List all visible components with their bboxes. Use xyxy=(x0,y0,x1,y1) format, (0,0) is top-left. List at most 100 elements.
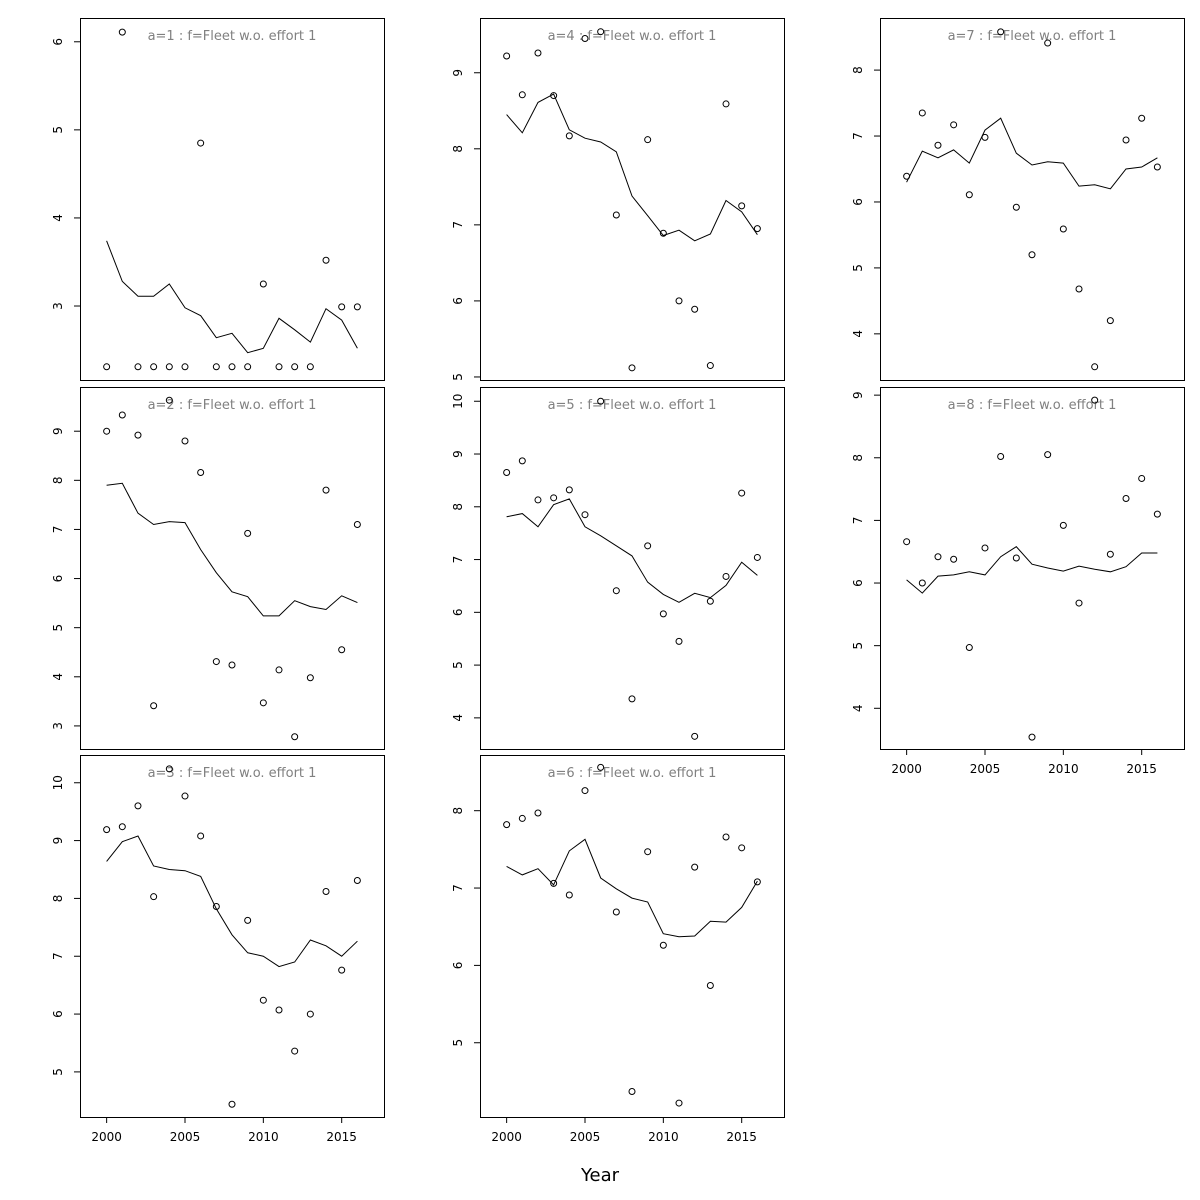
panel-frame xyxy=(480,18,785,381)
observed-point xyxy=(275,666,283,674)
panel-title: a=2 : f=Fleet w.o. effort 1 xyxy=(148,398,317,413)
fitted-line xyxy=(906,546,1158,594)
observed-point xyxy=(1059,225,1067,233)
observed-point xyxy=(981,133,989,141)
fitted-line xyxy=(506,498,758,603)
x-tick-label: 2010 xyxy=(248,1130,279,1144)
observed-point xyxy=(244,529,252,537)
observed-point xyxy=(353,521,361,529)
y-tick-label: 10 xyxy=(451,394,465,409)
y-tick-label: 3 xyxy=(51,722,65,730)
observed-point xyxy=(228,661,236,669)
observed-point xyxy=(134,363,142,371)
observed-point xyxy=(738,202,746,210)
x-tick-label: 2000 xyxy=(891,762,922,776)
panel-a1: a=1 : f=Fleet w.o. effort 1 3 4 5 6 xyxy=(51,18,385,381)
observed-point xyxy=(212,363,220,371)
observed-point xyxy=(738,844,746,852)
observed-point xyxy=(1122,494,1130,502)
observed-point xyxy=(1153,163,1161,171)
observed-point xyxy=(165,765,173,773)
y-tick-label: 5 xyxy=(851,642,865,650)
y-tick-label: 6 xyxy=(51,575,65,583)
y-tick-label: 9 xyxy=(451,69,465,77)
fitted-line xyxy=(106,482,358,617)
observed-point xyxy=(628,695,636,703)
observed-point xyxy=(934,141,942,149)
observed-point xyxy=(197,139,205,147)
observed-point xyxy=(950,121,958,129)
observed-point xyxy=(738,489,746,497)
panel-frame xyxy=(80,755,385,1118)
observed-point xyxy=(675,1099,683,1107)
observed-point xyxy=(197,468,205,476)
y-tick-label: 6 xyxy=(851,579,865,587)
panel-a2: a=2 : f=Fleet w.o. effort 1 3 4 5 6 7 8 9 xyxy=(51,387,385,750)
x-tick-label: 2000 xyxy=(91,1130,122,1144)
y-tick-label: 6 xyxy=(451,609,465,617)
panel-a3: a=3 : f=Fleet w.o. effort 1 5 6 7 8 9 10 2000 20… xyxy=(51,755,385,1144)
observed-point xyxy=(165,396,173,404)
x-tick-label: 2005 xyxy=(570,1130,601,1144)
observed-point xyxy=(1106,550,1114,558)
observed-point xyxy=(903,538,911,546)
y-tick-label: 8 xyxy=(51,477,65,485)
observed-point xyxy=(1122,136,1130,144)
observed-point xyxy=(550,92,558,100)
observed-point xyxy=(612,908,620,916)
y-tick-label: 6 xyxy=(51,1010,65,1018)
observed-point xyxy=(306,674,314,682)
observed-point xyxy=(628,1087,636,1095)
panel-a7: a=7 : f=Fleet w.o. effort 1 4 5 6 7 8 xyxy=(851,18,1185,381)
observed-point xyxy=(550,879,558,887)
observed-point xyxy=(534,809,542,817)
observed-point xyxy=(322,256,330,264)
observed-point xyxy=(550,494,558,502)
panel-frame xyxy=(480,755,785,1118)
observed-point xyxy=(322,887,330,895)
panel-title: a=6 : f=Fleet w.o. effort 1 xyxy=(548,766,717,781)
observed-point xyxy=(950,555,958,563)
observed-point xyxy=(165,363,173,371)
panel-title: a=4 : f=Fleet w.o. effort 1 xyxy=(548,29,717,44)
y-tick-label: 5 xyxy=(451,373,465,381)
observed-point xyxy=(259,280,267,288)
observed-point xyxy=(1012,554,1020,562)
y-tick-label: 7 xyxy=(851,517,865,525)
observed-point xyxy=(244,916,252,924)
observed-point xyxy=(1153,510,1161,518)
panel-title: a=5 : f=Fleet w.o. effort 1 xyxy=(548,398,717,413)
observed-point xyxy=(103,427,111,435)
observed-point xyxy=(181,437,189,445)
observed-point xyxy=(322,486,330,494)
observed-point xyxy=(581,787,589,795)
x-tick-label: 2010 xyxy=(1048,762,1079,776)
y-tick-label: 7 xyxy=(51,526,65,534)
observed-point xyxy=(306,1010,314,1018)
x-tick-label: 2005 xyxy=(170,1130,201,1144)
panel-a4: a=4 : f=Fleet w.o. effort 1 5 6 7 8 9 xyxy=(451,18,785,381)
panel-a5: a=5 : f=Fleet w.o. effort 1 4 5 6 7 8 9 10 xyxy=(451,387,785,750)
panel-a6: a=6 : f=Fleet w.o. effort 1 5 6 7 8 2000 2005 2… xyxy=(451,755,785,1144)
observed-point xyxy=(1044,39,1052,47)
fitted-line xyxy=(906,117,1158,190)
y-tick-label: 5 xyxy=(51,126,65,134)
observed-point xyxy=(675,297,683,305)
y-tick-label: 8 xyxy=(451,145,465,153)
y-tick-label: 6 xyxy=(451,297,465,305)
observed-point xyxy=(228,1100,236,1108)
observed-point xyxy=(918,109,926,117)
y-tick-label: 7 xyxy=(451,884,465,892)
y-tick-label: 3 xyxy=(51,302,65,310)
observed-point xyxy=(753,225,761,233)
observed-point xyxy=(706,597,714,605)
observed-point xyxy=(518,814,526,822)
observed-point xyxy=(212,903,220,911)
observed-point xyxy=(659,610,667,618)
y-tick-label: 9 xyxy=(51,427,65,435)
observed-point xyxy=(612,211,620,219)
observed-point xyxy=(581,35,589,43)
y-tick-label: 7 xyxy=(851,132,865,140)
observed-point xyxy=(753,553,761,561)
